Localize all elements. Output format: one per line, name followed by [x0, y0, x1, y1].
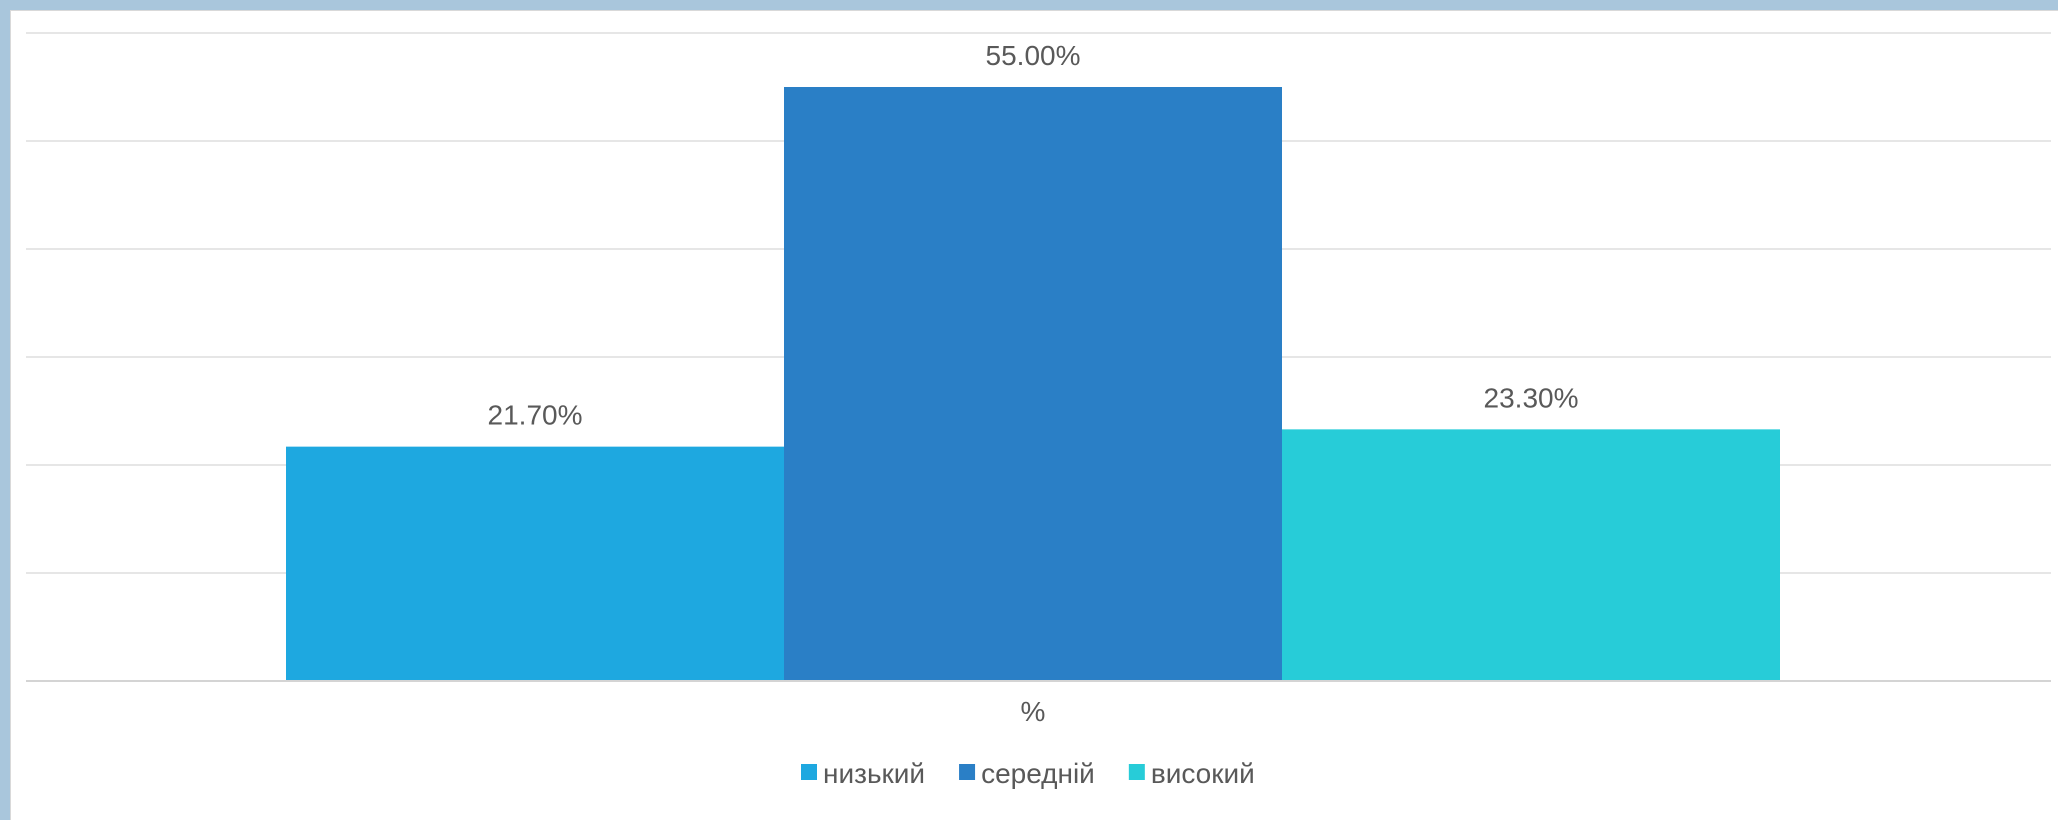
bar-chart: 21.70% 55.00% 23.30% % низький середній висо… — [26, 32, 2051, 789]
data-labels: 21.70% 55.00% 23.30% — [488, 40, 1579, 431]
legend-label-1: низький — [823, 758, 925, 789]
data-label-1: 21.70% — [488, 400, 583, 431]
legend-label-3: високий — [1151, 758, 1255, 789]
legend-label-2: середній — [981, 758, 1095, 789]
data-label-3: 23.30% — [1484, 382, 1579, 413]
bar-2 — [784, 87, 1282, 681]
chart-frame: 21.70% 55.00% 23.30% % низький середній висо… — [10, 10, 2058, 820]
bar-1 — [286, 446, 784, 681]
data-label-2: 55.00% — [986, 40, 1081, 71]
bar-3 — [1282, 429, 1780, 681]
x-tick-label: % — [1021, 696, 1046, 727]
legend-swatch-1 — [801, 764, 817, 780]
legend-swatch-3 — [1128, 764, 1145, 780]
legend-swatch-2 — [959, 764, 976, 780]
bars — [286, 87, 1780, 681]
legend: низький середній високий — [801, 758, 1255, 789]
